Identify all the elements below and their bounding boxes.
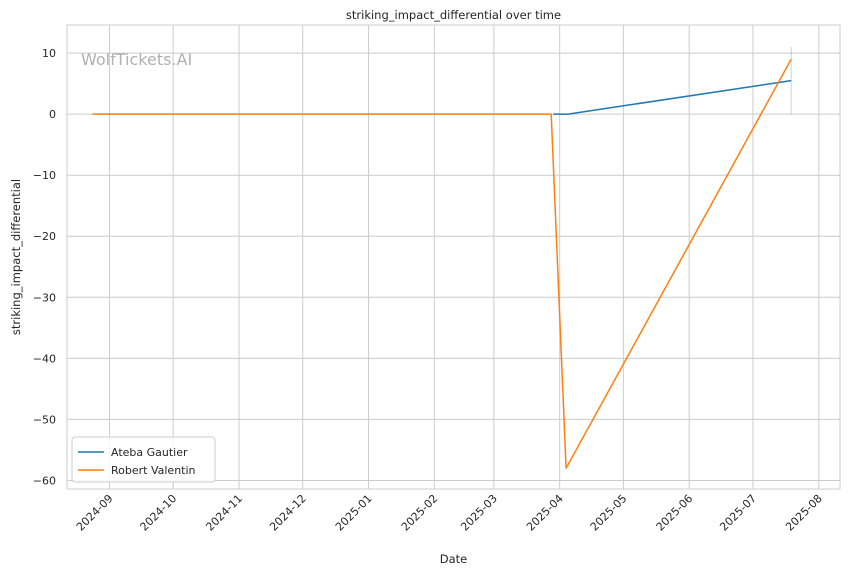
y-tick-label: −50 bbox=[33, 413, 56, 426]
series-line-0 bbox=[553, 79, 792, 115]
y-tick-label: −30 bbox=[33, 291, 56, 304]
x-axis-ticks: 2024-09 2024-10 2024-11 2024-12 2025-01 2025-… bbox=[74, 492, 825, 534]
y-tick-label: 10 bbox=[42, 47, 56, 60]
series-line-1 bbox=[92, 58, 792, 469]
y-axis-label: striking_impact_differential bbox=[9, 179, 23, 335]
y-tick-label: −40 bbox=[33, 352, 56, 365]
x-axis-label: Date bbox=[440, 552, 468, 566]
x-tick-label: 2025-04 bbox=[524, 492, 566, 534]
chart-title: striking_impact_differential over time bbox=[346, 8, 561, 22]
x-tick-label: 2024-11 bbox=[203, 492, 245, 534]
plot-frame bbox=[66, 24, 841, 490]
series-lines bbox=[92, 46, 792, 469]
legend: Ateba Gautier Robert Valentin bbox=[71, 436, 216, 483]
x-tick-label: 2025-06 bbox=[654, 492, 696, 534]
x-tick-label: 2024-12 bbox=[267, 492, 309, 534]
y-tick-label: −20 bbox=[33, 230, 56, 243]
legend-label: Robert Valentin bbox=[111, 464, 196, 477]
x-tick-label: 2025-07 bbox=[717, 492, 759, 534]
x-tick-label: 2025-01 bbox=[333, 492, 375, 534]
y-tick-label: −10 bbox=[33, 169, 56, 182]
legend-box bbox=[71, 436, 216, 483]
x-tick-label: 2025-03 bbox=[458, 492, 500, 534]
x-tick-label: 2025-02 bbox=[399, 492, 441, 534]
grid bbox=[67, 25, 840, 489]
y-tick-label: −60 bbox=[33, 474, 56, 487]
x-tick-label: 2025-08 bbox=[783, 492, 825, 534]
legend-label: Ateba Gautier bbox=[111, 446, 188, 459]
y-tick-label: 0 bbox=[49, 108, 56, 121]
watermark: WolfTickets.AI bbox=[81, 50, 192, 69]
x-tick-label: 2024-10 bbox=[138, 492, 180, 534]
x-tick-label: 2025-05 bbox=[588, 492, 630, 534]
legend-items: Ateba Gautier Robert Valentin bbox=[78, 446, 196, 477]
x-tick-label: 2024-09 bbox=[74, 492, 116, 534]
y-axis-ticks: 10 0 −10 −20 −30 −40 −50 −60 bbox=[33, 47, 56, 487]
